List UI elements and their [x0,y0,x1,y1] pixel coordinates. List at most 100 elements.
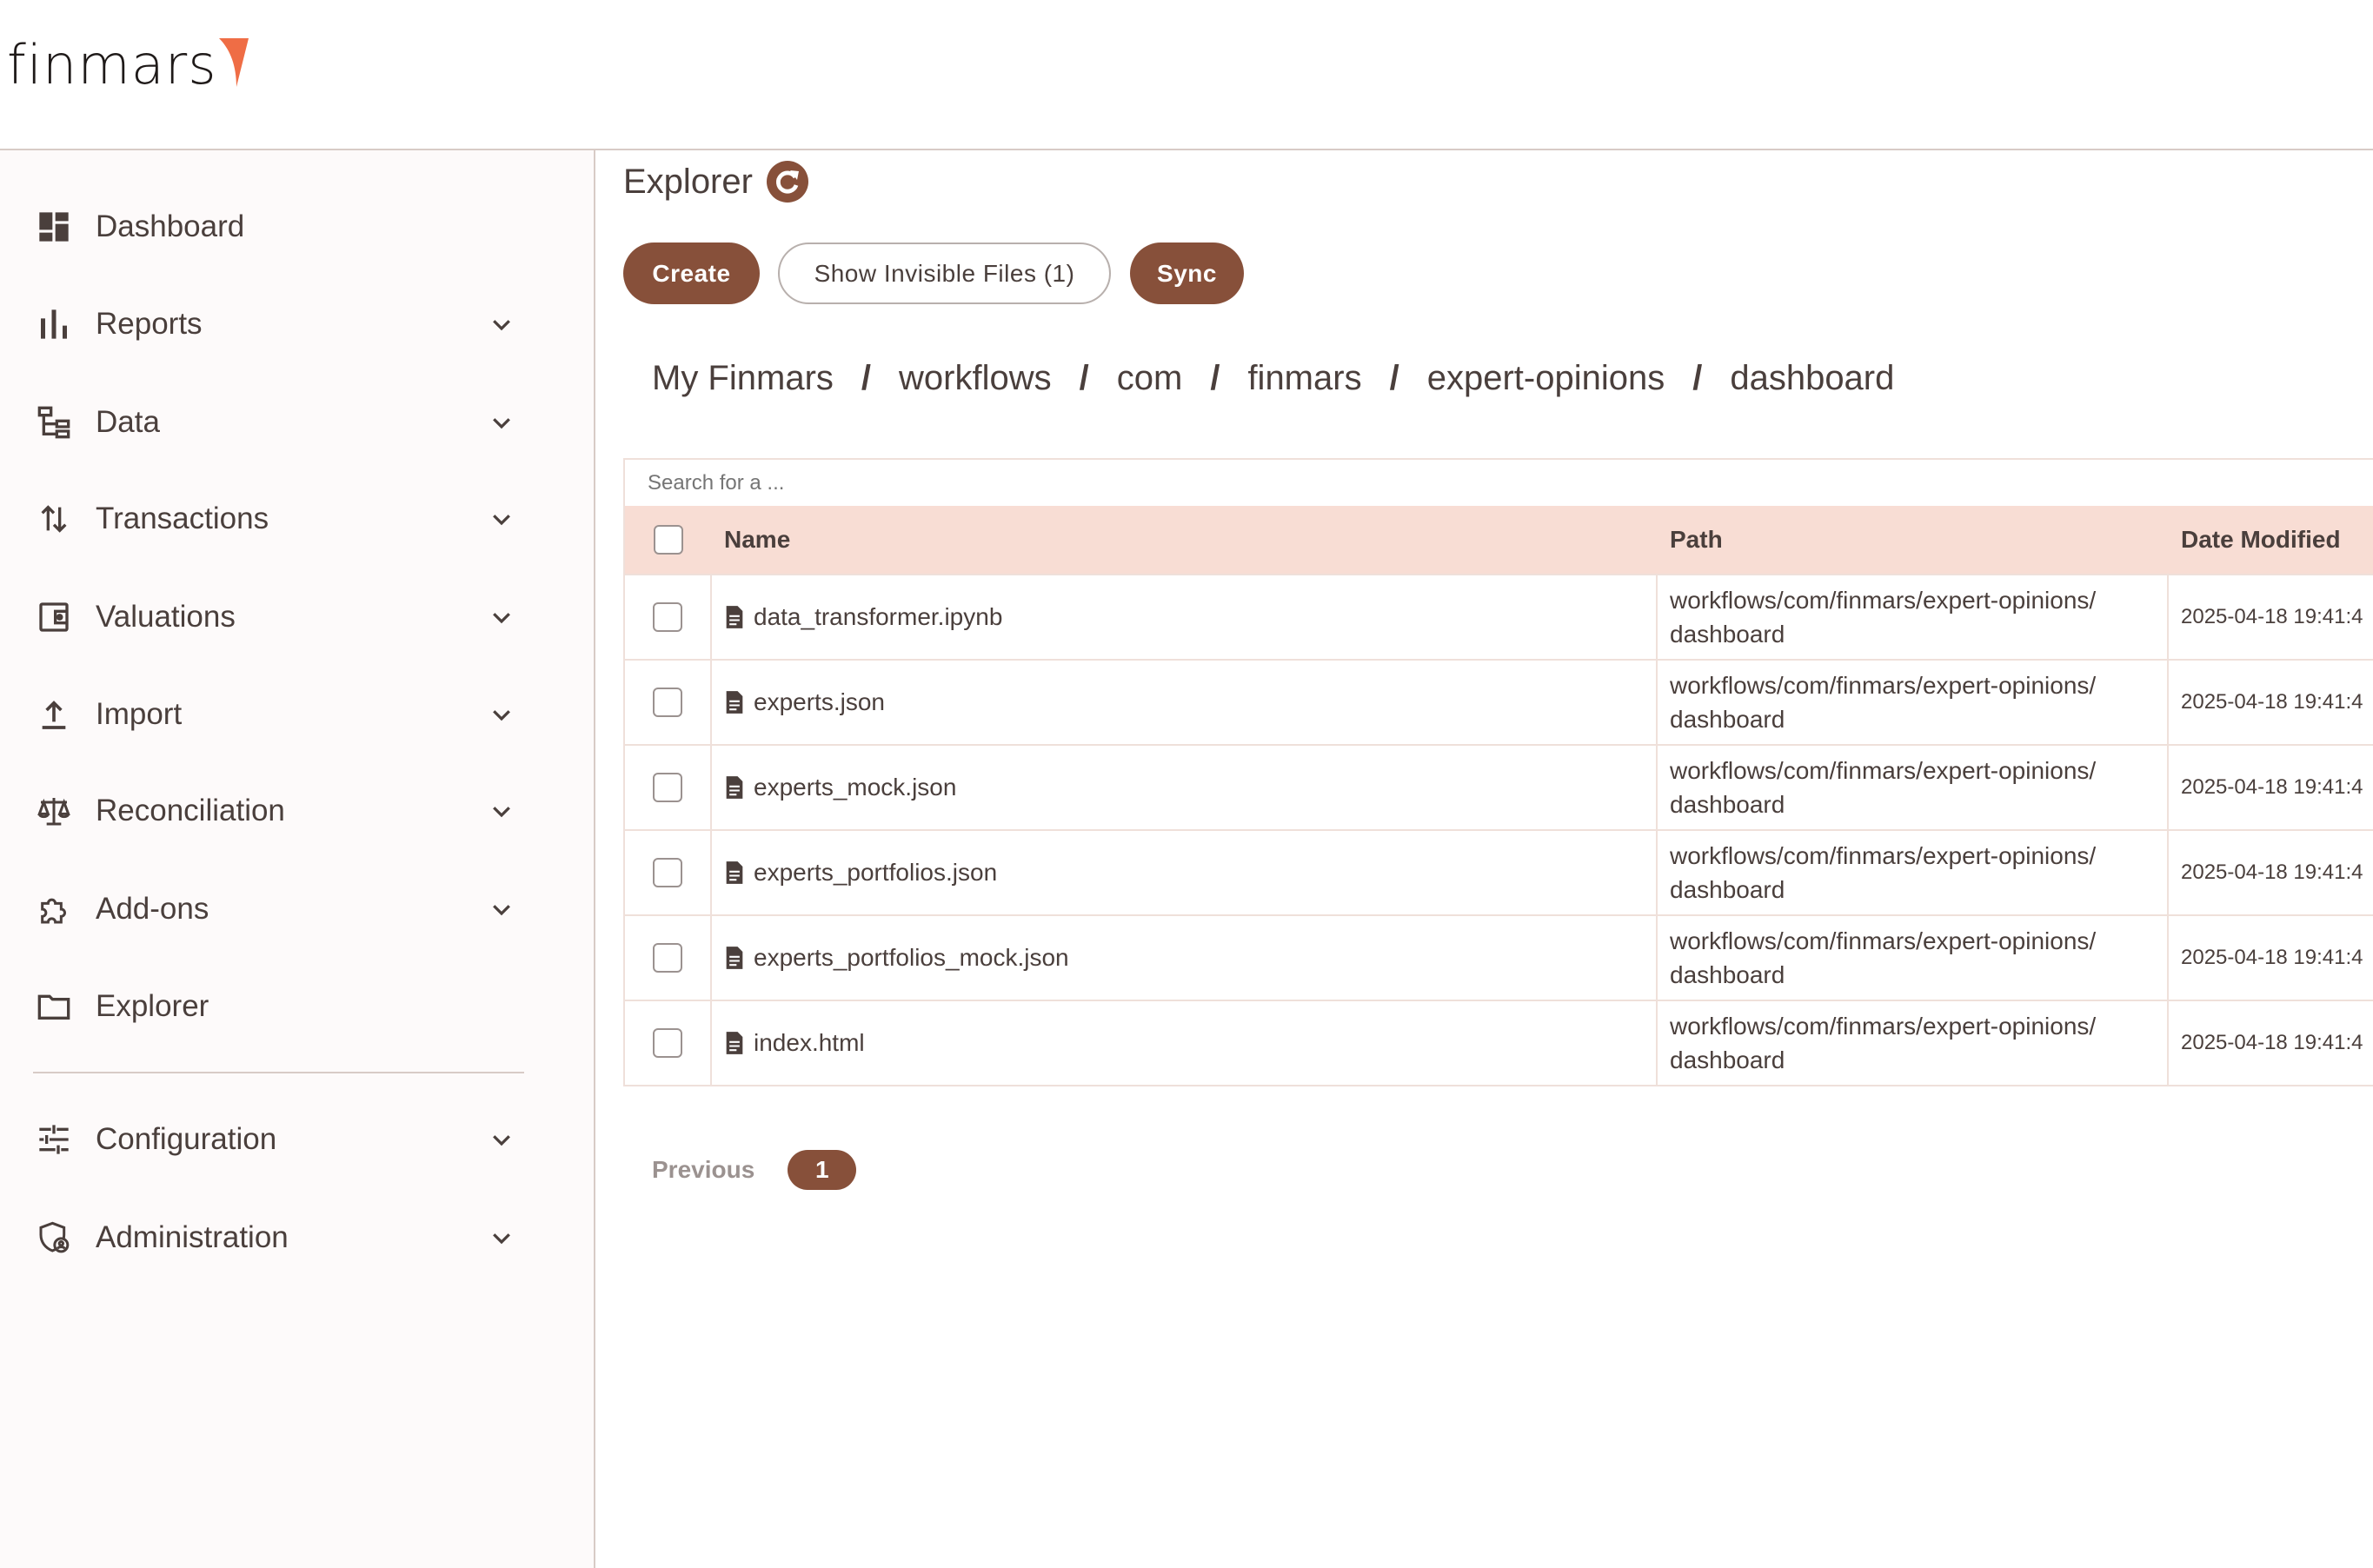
chevron-down-icon[interactable] [489,311,515,337]
breadcrumb-item[interactable]: com [1116,359,1183,397]
table-row[interactable]: experts.json workflows/com/finmars/expert… [625,659,2373,744]
breadcrumb-item[interactable]: dashboard [1730,359,1895,397]
file-icon [726,776,743,799]
file-name: data_transformer.ipynb [754,603,1003,630]
sync-button[interactable]: Sync [1130,243,1244,304]
sidebar-item-administration[interactable]: Administration [0,1199,594,1277]
puzzle-icon [35,890,73,928]
breadcrumb-separator: / [861,359,872,397]
sidebar-item-reconciliation[interactable]: Reconciliation [0,772,594,850]
sidebar-item-transactions[interactable]: Transactions [0,480,594,558]
sidebar-divider [33,1072,524,1073]
folder-icon [35,987,73,1026]
file-name-cell[interactable]: experts_mock.json [712,746,1658,829]
file-icon [726,691,743,714]
chevron-down-icon[interactable] [489,701,515,728]
file-name-cell[interactable]: experts_portfolios.json [712,831,1658,914]
data-tree-icon [35,403,73,442]
sidebar-item-label: Explorer [96,989,209,1023]
sidebar-item-label: Reports [96,307,203,341]
dashboard-icon [35,208,73,246]
bar-chart-icon [35,305,73,343]
select-all-checkbox[interactable] [654,525,683,555]
file-name-cell[interactable]: experts_portfolios_mock.json [712,916,1658,1000]
chevron-down-icon[interactable] [489,1225,515,1251]
sidebar: Dashboard Reports Data Transactions Valuatio… [0,150,595,1568]
table-row[interactable]: experts_portfolios_mock.json workflows/co… [625,914,2373,1000]
file-name: index.html [754,1029,865,1056]
chevron-down-icon[interactable] [489,409,515,435]
row-checkbox[interactable] [653,773,682,802]
sidebar-item-data[interactable]: Data [0,383,594,462]
page-1-button[interactable]: 1 [788,1150,857,1190]
chevron-down-icon[interactable] [489,604,515,630]
path-cell: workflows/com/finmars/expert-opinions/da… [1658,746,2169,829]
row-checkbox[interactable] [653,943,682,973]
sidebar-item-label: Configuration [96,1122,277,1156]
file-icon [726,947,743,969]
sidebar-item-import[interactable]: Import [0,675,594,754]
sidebar-item-label: Administration [96,1220,289,1254]
date-modified-cell: 2025-04-18 19:41:4 [2181,946,2363,969]
swap-vertical-icon [35,500,73,538]
path-cell: workflows/com/finmars/expert-opinions/da… [1658,1001,2169,1085]
sidebar-item-dashboard[interactable]: Dashboard [0,188,594,266]
column-header-name[interactable]: Name [724,526,791,553]
file-icon [726,606,743,628]
file-name-cell[interactable]: index.html [712,1001,1658,1085]
refresh-icon[interactable] [766,161,808,203]
sidebar-item-label: Transactions [96,502,269,535]
date-modified-cell: 2025-04-18 19:41:4 [2181,1031,2363,1054]
path-cell: workflows/com/finmars/expert-opinions/da… [1658,575,2169,659]
chevron-down-icon[interactable] [489,1126,515,1153]
table-row[interactable]: experts_portfolios.json workflows/com/fin… [625,829,2373,914]
file-icon [726,861,743,884]
sidebar-item-reports[interactable]: Reports [0,285,594,363]
file-name-cell[interactable]: experts.json [712,661,1658,744]
search-input[interactable] [625,460,2373,506]
row-checkbox[interactable] [653,858,682,887]
path-cell: workflows/com/finmars/expert-opinions/da… [1658,661,2169,744]
main-content: Explorer Create Show Invisible Files (1)… [595,150,2373,1568]
show-invisible-files-button[interactable]: Show Invisible Files (1) [778,243,1111,304]
table-row[interactable]: index.html workflows/com/finmars/expert-o… [625,1000,2373,1085]
file-name-cell[interactable]: data_transformer.ipynb [712,575,1658,659]
file-icon [726,1032,743,1054]
column-header-path[interactable]: Path [1670,526,1723,554]
path-cell: workflows/com/finmars/expert-opinions/da… [1658,831,2169,914]
breadcrumb-separator: / [1692,359,1703,397]
column-header-date-modified[interactable]: Date Modified [2181,526,2341,553]
file-name: experts_mock.json [754,774,957,801]
row-checkbox[interactable] [653,1028,682,1058]
sidebar-item-valuations[interactable]: Valuations [0,578,594,656]
create-button[interactable]: Create [623,243,760,304]
finmars-logo[interactable]: finmars [7,33,249,96]
chevron-down-icon[interactable] [489,896,515,922]
file-name: experts_portfolios.json [754,859,998,886]
sidebar-item-configuration[interactable]: Configuration [0,1100,594,1179]
table-row[interactable]: data_transformer.ipynb workflows/com/finm… [625,574,2373,659]
scale-icon [35,792,73,830]
breadcrumb-item[interactable]: finmars [1247,359,1362,397]
upload-icon [35,695,73,734]
chevron-down-icon[interactable] [489,506,515,532]
chevron-down-icon[interactable] [489,798,515,824]
sliders-icon [35,1120,73,1159]
sidebar-item-add-ons[interactable]: Add-ons [0,870,594,948]
date-modified-cell: 2025-04-18 19:41:4 [2181,775,2363,799]
row-checkbox[interactable] [653,688,682,717]
breadcrumb-item[interactable]: workflows [899,359,1052,397]
breadcrumb-separator: / [1079,359,1089,397]
previous-page-button[interactable]: Previous [652,1156,755,1183]
breadcrumb-item[interactable]: expert-opinions [1426,359,1665,397]
sidebar-item-explorer[interactable]: Explorer [0,967,594,1046]
date-modified-cell: 2025-04-18 19:41:4 [2181,860,2363,884]
breadcrumb: My Finmars / workflows / com / finmars / expert-… [652,359,1894,398]
table-row[interactable]: experts_mock.json workflows/com/finmars/e… [625,744,2373,829]
row-checkbox[interactable] [653,602,682,632]
page-title: Explorer [623,161,808,203]
table-header: Name Path Date Modified [625,506,2373,574]
breadcrumb-item[interactable]: My Finmars [652,359,834,397]
pagination: Previous 1 [652,1150,857,1190]
shield-icon [35,1219,73,1257]
